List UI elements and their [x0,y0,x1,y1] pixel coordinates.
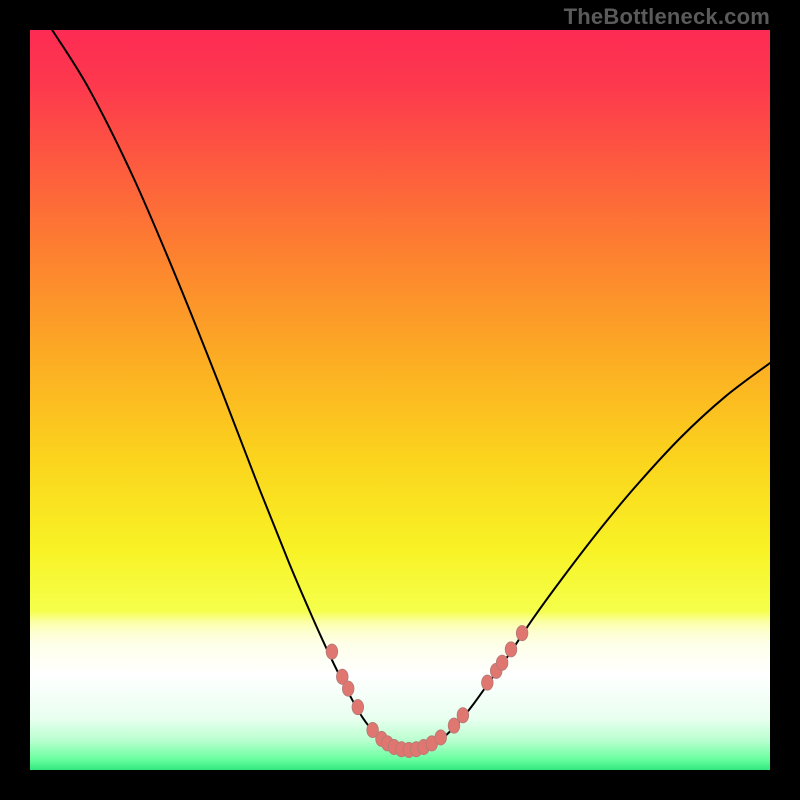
curve-marker [352,700,364,715]
curve-marker [342,681,354,696]
curve-marker [496,655,508,670]
plot-area [30,30,770,770]
curve-marker [457,708,469,723]
chart-frame: TheBottleneck.com [0,0,800,800]
attribution-label: TheBottleneck.com [564,4,770,30]
curve-marker [516,626,528,641]
curve-marker [435,730,447,745]
curve-marker [505,642,517,657]
gradient-background [30,30,770,770]
curve-marker [326,644,338,659]
curve-marker [482,675,494,690]
bottleneck-curve-chart [30,30,770,770]
